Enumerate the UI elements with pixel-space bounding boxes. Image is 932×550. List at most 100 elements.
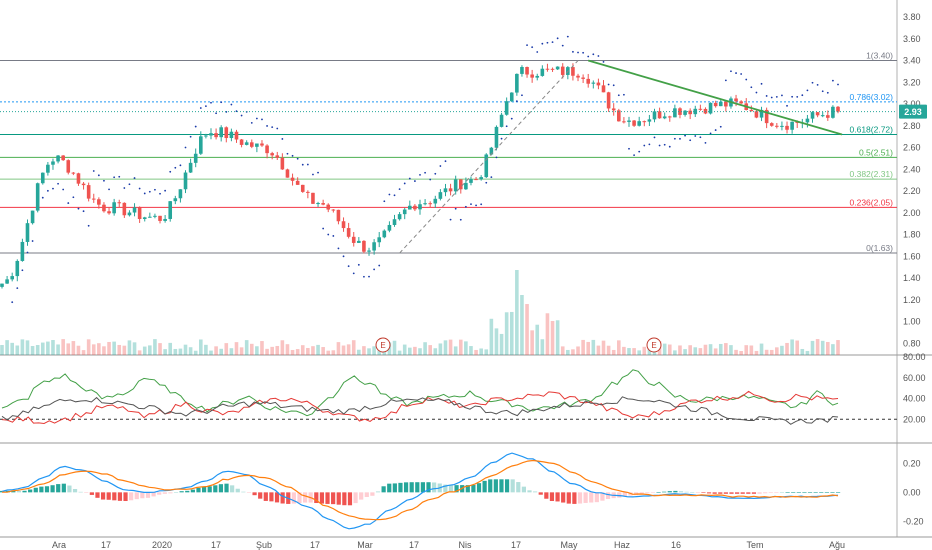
macd-histogram-bar [712,492,717,494]
candle-body [249,142,254,147]
time-tick: 2020 [152,540,172,550]
volume-bar [718,343,723,355]
macd-histogram-bar [291,492,296,504]
volume-bar [550,320,555,355]
sar-dot [648,143,651,146]
sar-dot [16,287,19,290]
macd-histogram-bar [78,491,83,493]
volume-bar [780,345,784,355]
time-tick: Ağu [829,540,845,550]
macd-histogram-bar [757,492,762,494]
macd-histogram-bar [813,492,818,493]
sar-dot [515,100,518,102]
price-tick: 2.00 [903,208,921,218]
volume-bars [0,270,840,355]
macd-histogram-bar [235,488,240,493]
time-tick: 16 [671,540,681,550]
sar-dot [332,235,335,237]
macd-histogram-bar [44,486,50,493]
sar-dot [159,192,161,195]
price-tick: 2.80 [903,121,921,131]
sar-dot [781,94,783,97]
sar-dot [602,60,605,63]
sar-dot [408,177,411,180]
macd-histogram-bar [499,479,504,493]
candle-body [535,75,540,78]
macd-histogram-bar [218,484,224,493]
price-candles[interactable] [0,63,840,289]
macd-histogram-bar [280,492,285,504]
sar-dot [592,53,595,56]
price-axis[interactable]: 3.80 3.60 3.40 3.20 3.00 2.80 2.60 2.40 2.20 2.00… [0,12,927,348]
volume-bar [535,324,540,355]
sar-dot [612,84,615,87]
volume-bar [805,350,810,355]
macd-histogram-bar [403,482,409,493]
trend-lines[interactable] [399,59,843,254]
earnings-marker-label: E [651,341,656,350]
macd-histogram-bar [168,492,173,494]
candle-body [484,154,489,178]
volume-bar [759,343,764,355]
candle-body [657,111,662,119]
volume-bar [637,350,641,355]
macd-histogram-bar [617,492,622,498]
price-tick: 2.40 [903,164,921,174]
price-tick: 1.60 [903,251,921,261]
candle-body [239,139,244,145]
volume-bar [295,349,300,355]
macd-histogram-bar [325,492,330,504]
volume-bar [515,270,519,355]
macd-histogram-bar [252,492,257,496]
candle-body [810,112,815,119]
sar-dot [765,95,768,97]
sar-dot [26,251,29,254]
sar-dot [434,172,437,175]
volume-bar [617,340,621,355]
candle-body [520,67,524,74]
sar-dot [52,187,54,190]
macd-histogram-bar [706,492,712,494]
macd-histogram-bar [106,492,111,500]
sar-dot [531,46,534,49]
macd-histogram-bar [145,492,151,498]
sar-dot [811,81,814,84]
last-price-value: 2.93 [904,107,922,117]
time-axis[interactable]: Ara 17 2020 17 Şub 17 Mar 17 Nis 17 May Haz 16 Tem Ağu [52,540,845,550]
price-tick: 3.80 [903,12,921,22]
dmi-tick: 80.00 [903,352,926,362]
fibonacci-retracement[interactable]: 1(3.40) 0.786(3.02) 0.618(2.72) 0.5(2.51) 0.… [0,51,897,254]
sar-dot [266,125,268,127]
macd-histogram-bar [392,483,397,493]
candle-body [571,67,575,76]
volume-bar [357,349,361,355]
volume-bar [402,344,407,355]
sar-dot [526,44,528,47]
candle-body [158,215,162,221]
volume-bar [795,340,800,355]
candle-body [688,110,692,115]
volume-bar [734,349,738,355]
sar-dot [154,188,156,191]
volume-bar [280,340,285,355]
volume-bar [831,344,835,355]
volume-bar [255,346,259,355]
volume-bar [30,346,35,355]
sar-dot [740,73,743,75]
sar-dot [536,51,539,53]
sar-dot [306,163,309,166]
volume-bar [489,318,494,355]
sar-dot [551,41,554,44]
sar-dot [760,82,763,85]
candle-body [474,179,478,181]
sar-dot [485,181,488,184]
macd-histogram-bar [695,492,700,493]
macd-histogram-bar [319,492,325,504]
candle-body [662,116,667,119]
volume-bar [265,348,269,355]
sar-dot [607,83,610,86]
candle-body [392,219,397,225]
earnings-marker [646,337,662,353]
volume-bar [234,342,239,355]
